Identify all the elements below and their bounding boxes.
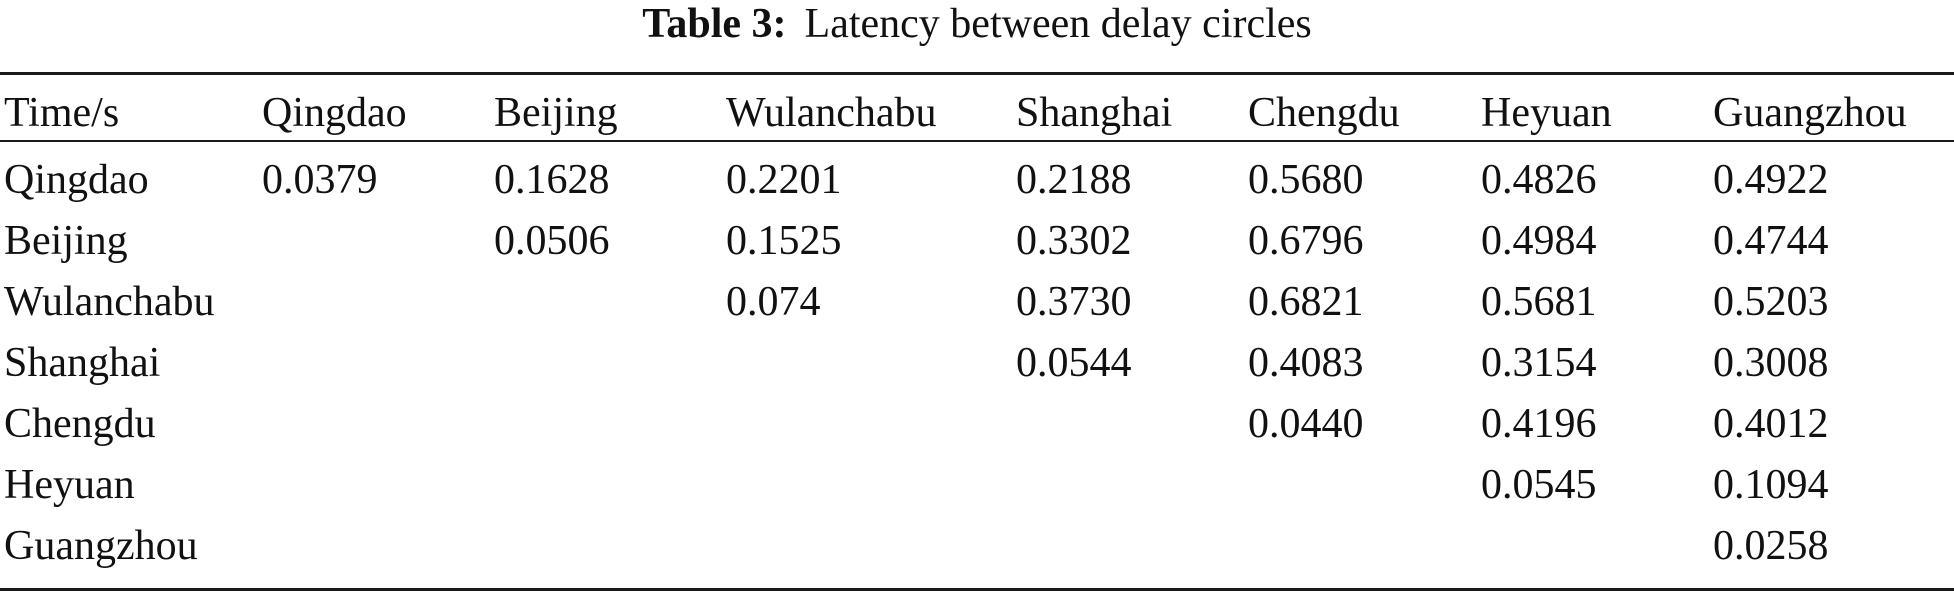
corner-header: Time/s — [4, 90, 120, 136]
row-header: Qingdao — [4, 157, 149, 203]
table-cell: 0.2188 — [1016, 157, 1132, 203]
column-header: Beijing — [494, 90, 618, 136]
column-header: Chengdu — [1248, 90, 1400, 136]
column-header: Heyuan — [1481, 90, 1612, 136]
column-header: Guangzhou — [1713, 90, 1907, 136]
table-cell: 0.5681 — [1481, 279, 1597, 325]
row-header: Wulanchabu — [4, 279, 215, 325]
header-row: Time/s Qingdao Beijing Wulanchabu Shangh… — [0, 82, 1954, 144]
table-cell — [490, 333, 722, 394]
table-cell: 0.4922 — [1713, 157, 1829, 203]
table-cell — [258, 211, 490, 272]
column-header: Qingdao — [262, 90, 407, 136]
table-cell — [722, 394, 1012, 455]
caption-text: Latency between delay circles — [804, 1, 1312, 47]
table-cell: 0.6796 — [1248, 218, 1364, 264]
table-row: Beijing 0.0506 0.1525 0.3302 0.6796 0.49… — [0, 211, 1954, 272]
table-cell: 0.0258 — [1713, 523, 1829, 569]
latency-table: Time/s Qingdao Beijing Wulanchabu Shangh… — [0, 82, 1954, 577]
table-cell — [1012, 516, 1244, 577]
table-cell: 0.3730 — [1016, 279, 1132, 325]
table-cell: 0.6821 — [1248, 279, 1364, 325]
row-header: Guangzhou — [4, 523, 198, 569]
column-header: Wulanchabu — [726, 90, 937, 136]
table-cell — [490, 455, 722, 516]
table-cell: 0.1628 — [494, 157, 610, 203]
table-cell: 0.4012 — [1713, 401, 1829, 447]
table-cell: 0.1094 — [1713, 462, 1829, 508]
table-cell — [1244, 455, 1477, 516]
table-cell: 0.4083 — [1248, 340, 1364, 386]
table-cell: 0.4984 — [1481, 218, 1597, 264]
table-cell: 0.0544 — [1016, 340, 1132, 386]
row-header: Chengdu — [4, 401, 156, 447]
table-cell: 0.0379 — [262, 157, 378, 203]
table-cell: 0.2201 — [726, 157, 842, 203]
table-cell: 0.3154 — [1481, 340, 1597, 386]
table-cell — [722, 516, 1012, 577]
row-header: Shanghai — [4, 340, 161, 386]
table-row: Heyuan 0.0545 0.1094 — [0, 455, 1954, 516]
row-header: Beijing — [4, 218, 128, 264]
table-cell — [1012, 394, 1244, 455]
table-cell — [490, 272, 722, 333]
header-rule — [0, 140, 1954, 142]
table-cell — [722, 455, 1012, 516]
table-cell — [490, 394, 722, 455]
table-cell — [258, 394, 490, 455]
table-cell — [258, 516, 490, 577]
table-cell: 0.074 — [726, 279, 821, 325]
table-caption: Table 3: Latency between delay circles — [0, 0, 1954, 48]
table-row: Guangzhou 0.0258 — [0, 516, 1954, 577]
table-cell: 0.1525 — [726, 218, 842, 264]
table-cell — [258, 333, 490, 394]
bottom-rule — [0, 588, 1954, 591]
table-cell: 0.4744 — [1713, 218, 1829, 264]
table-cell: 0.5203 — [1713, 279, 1829, 325]
table-cell — [1477, 516, 1709, 577]
table-cell: 0.0506 — [494, 218, 610, 264]
table-cell: 0.3008 — [1713, 340, 1829, 386]
top-rule — [0, 72, 1954, 75]
table-cell: 0.4196 — [1481, 401, 1597, 447]
table-cell — [258, 455, 490, 516]
table-cell: 0.0545 — [1481, 462, 1597, 508]
table-row: Chengdu 0.0440 0.4196 0.4012 — [0, 394, 1954, 455]
table-cell — [490, 516, 722, 577]
table-cell — [1012, 455, 1244, 516]
table-row: Qingdao 0.0379 0.1628 0.2201 0.2188 0.56… — [0, 144, 1954, 211]
table-cell: 0.0440 — [1248, 401, 1364, 447]
table-cell: 0.3302 — [1016, 218, 1132, 264]
caption-label: Table 3: — [642, 1, 787, 47]
table-row: Wulanchabu 0.074 0.3730 0.6821 0.5681 0.… — [0, 272, 1954, 333]
table-cell: 0.4826 — [1481, 157, 1597, 203]
column-header: Shanghai — [1016, 90, 1173, 136]
table-cell: 0.5680 — [1248, 157, 1364, 203]
table-cell — [722, 333, 1012, 394]
table-row: Shanghai 0.0544 0.4083 0.3154 0.3008 — [0, 333, 1954, 394]
row-header: Heyuan — [4, 462, 135, 508]
table-cell — [1244, 516, 1477, 577]
table-cell — [258, 272, 490, 333]
